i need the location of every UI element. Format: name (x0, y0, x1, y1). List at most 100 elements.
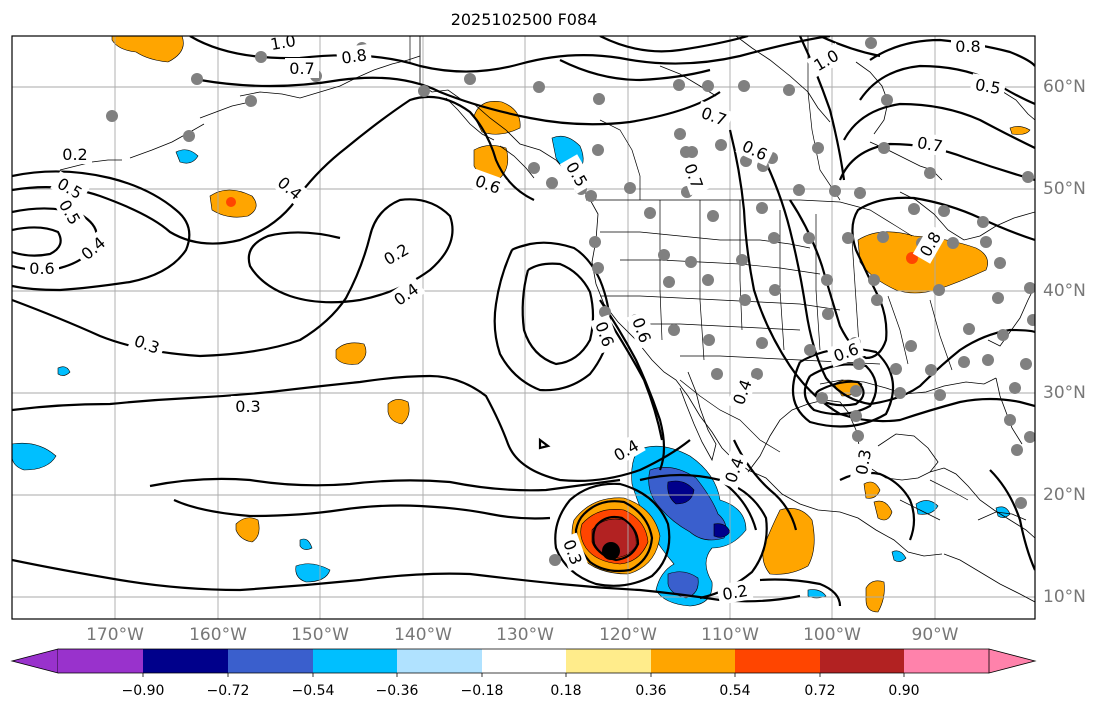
contour-label: 1.0 (269, 31, 297, 54)
contour-lines (12, 36, 1035, 607)
lon-label: 130°W (496, 625, 554, 645)
map-title: 2025102500 F084 (450, 10, 598, 29)
contour-label-background (127, 328, 167, 360)
contour-label-background (559, 154, 595, 194)
colorbar-segment (735, 649, 820, 673)
colorbar-tick-label: −0.18 (460, 683, 504, 699)
contour-label-background (264, 36, 302, 55)
contour-label-background (270, 169, 310, 207)
negative-anomaly-region (667, 480, 695, 505)
contour-label: 0.3 (235, 397, 260, 416)
contour-label: 0.8 (955, 37, 980, 56)
colorbar-tick-label: −0.54 (291, 683, 335, 699)
contour-label-background (335, 43, 373, 69)
map-canvas: 1.00.80.7 1.0 0.80.50.70.6 0.70.20.40.50.60… (11, 31, 1036, 620)
lon-label: 110°W (701, 625, 759, 645)
contour-label: 0.6 (29, 259, 54, 278)
negative-anomaly-region (667, 571, 699, 599)
positive-anomaly-region (387, 399, 410, 425)
contour-label-background (58, 144, 92, 164)
colorbar-segment (482, 649, 566, 673)
negative-anomaly-region (299, 538, 313, 550)
contour-label-background (911, 131, 949, 157)
contour-label-background (376, 236, 416, 272)
positive-anomaly-region (863, 481, 881, 499)
colorbar-tick-label: 0.90 (888, 683, 920, 699)
positive-anomaly-region (111, 36, 184, 63)
positive-anomaly-region (873, 500, 893, 521)
contour-label-background (678, 156, 710, 196)
colorbar-segment (904, 649, 989, 673)
colorbar-segment (820, 649, 904, 673)
contour-label-background (626, 310, 658, 350)
colorbar-over-extend (988, 648, 1037, 674)
contour-label-background (735, 133, 775, 167)
contour-label-background (969, 73, 1007, 99)
contour-label: 0.7 (916, 133, 944, 156)
lat-label: 20°N (1043, 485, 1086, 505)
colorbar-segment (397, 649, 482, 673)
negative-anomaly-region (295, 563, 331, 583)
lat-label: 30°N (1043, 383, 1086, 403)
contour-label: 0.2 (721, 581, 749, 604)
colorbar-segment (566, 649, 651, 673)
colorbar-tick-label: −0.72 (206, 683, 250, 699)
contour-label-background (557, 532, 589, 572)
colorbar (10, 648, 1037, 677)
negative-anomaly-region (175, 149, 199, 164)
positive-anomaly-region (335, 342, 367, 365)
contour-label-background (25, 258, 59, 278)
negative-anomaly-region (12, 442, 57, 471)
lat-label: 50°N (1043, 179, 1086, 199)
map-frame (11, 35, 1036, 620)
contour-label-background (52, 192, 88, 232)
colorbar-segment (651, 649, 735, 673)
contour-label-background (50, 170, 90, 206)
colorbar-segment (58, 649, 143, 673)
contour-label: 0.2 (62, 145, 87, 164)
cyclone-center-marker (602, 542, 620, 560)
contour-label-background (826, 336, 866, 368)
colorbar-tick-label: 0.36 (635, 683, 667, 699)
colorbar-tick-label: 0.54 (719, 683, 751, 699)
colorbar-tick-label: −0.90 (121, 683, 165, 699)
colorbar-tick-label: 0.18 (550, 683, 582, 699)
contour-label-background (73, 229, 113, 267)
contour-label-background (694, 100, 734, 132)
colorbar-segment (228, 649, 313, 673)
lon-label: 140°W (394, 625, 452, 645)
contour-label-background (285, 58, 319, 78)
lat-label: 40°N (1043, 281, 1086, 301)
contour-label-background (716, 579, 754, 605)
contour-label-background (850, 443, 876, 481)
negative-anomaly-region (891, 550, 907, 562)
contour-label-background (386, 276, 426, 312)
contour-label-background (231, 396, 265, 416)
lat-label: 10°N (1043, 587, 1086, 607)
contour-label-background (606, 432, 646, 468)
contour-label: 0.7 (289, 59, 314, 78)
contour-label-background (726, 372, 758, 412)
lon-label: 150°W (291, 625, 349, 645)
positive-anomaly-region (865, 580, 885, 613)
colorbar-segment (143, 649, 228, 673)
negative-anomaly-region (57, 366, 71, 376)
contour-label: 0.5 (974, 75, 1002, 98)
colorbar-tick-label: −0.36 (375, 683, 419, 699)
contour-label-background (951, 36, 985, 56)
contour-label-background (718, 450, 750, 490)
coastlines (59, 36, 1035, 603)
lat-label: 60°N (1043, 77, 1086, 97)
lon-label: 160°W (189, 625, 247, 645)
positive-anomaly-region (235, 517, 260, 543)
colorbar-under-extend (10, 648, 59, 674)
lon-label: 90°W (911, 625, 959, 645)
lon-label: 100°W (803, 625, 861, 645)
colorbar-tick-label: 0.72 (804, 683, 836, 699)
contour-label-background (806, 42, 846, 78)
lon-label: 170°W (86, 625, 144, 645)
colorbar-segment (313, 649, 397, 673)
contour-label-background (468, 168, 508, 200)
contour-label: 0.8 (340, 45, 368, 67)
positive-anomaly-region (1009, 126, 1031, 135)
